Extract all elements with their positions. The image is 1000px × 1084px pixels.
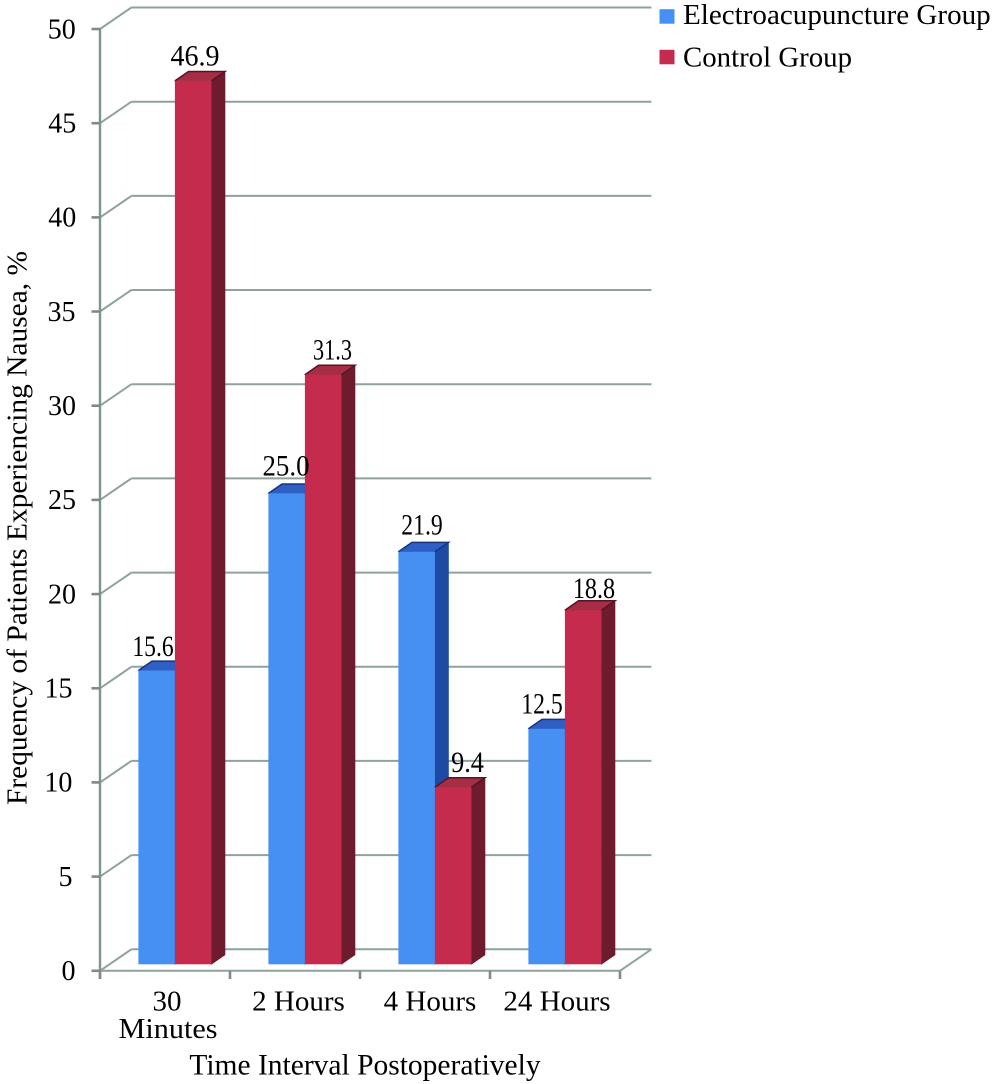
svg-text:Minutes: Minutes [119, 1013, 218, 1045]
svg-text:2 Hours: 2 Hours [252, 986, 345, 1018]
svg-text:21.9: 21.9 [401, 509, 443, 542]
svg-text:10: 10 [44, 768, 72, 799]
svg-text:Control Group: Control Group [683, 42, 852, 74]
svg-text:15.6: 15.6 [132, 630, 173, 663]
svg-text:20: 20 [48, 579, 76, 610]
svg-text:0: 0 [62, 956, 76, 987]
svg-text:30: 30 [153, 986, 182, 1018]
svg-text:Electroacupuncture Group: Electroacupuncture Group [683, 0, 991, 31]
svg-text:50: 50 [48, 14, 76, 45]
svg-text:12.5: 12.5 [521, 688, 563, 721]
svg-text:9.4: 9.4 [451, 746, 484, 779]
svg-text:45: 45 [48, 109, 76, 140]
svg-text:30: 30 [48, 391, 76, 422]
svg-text:31.3: 31.3 [313, 333, 352, 366]
svg-text:15: 15 [45, 674, 73, 705]
svg-text:Frequency of Patients Experien: Frequency of Patients Experiencing Nause… [2, 251, 34, 805]
svg-text:25: 25 [48, 485, 76, 516]
svg-text:40: 40 [48, 203, 76, 234]
svg-text:24 Hours: 24 Hours [503, 986, 610, 1018]
svg-text:4 Hours: 4 Hours [384, 986, 477, 1018]
svg-text:46.9: 46.9 [171, 39, 220, 72]
svg-text:35: 35 [48, 297, 76, 328]
svg-text:5: 5 [59, 862, 73, 893]
svg-text:18.8: 18.8 [573, 572, 615, 605]
svg-text:25.0: 25.0 [263, 450, 310, 483]
svg-text:Time Interval Postoperatively: Time Interval Postoperatively [189, 1050, 540, 1082]
